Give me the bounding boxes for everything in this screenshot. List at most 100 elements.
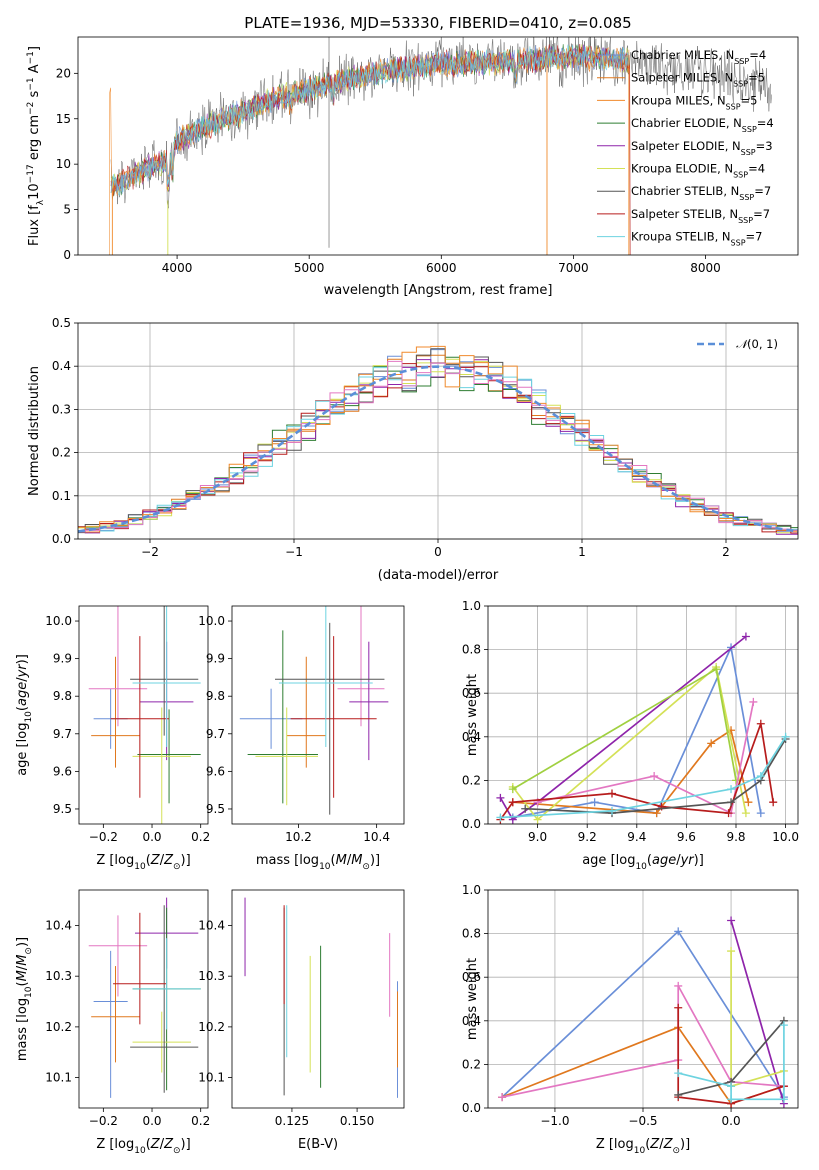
- histogram-series-10: [78, 360, 798, 533]
- y-axis-label: Flux [fλ10−17 erg cm−2 s−1 A−1]: [26, 46, 46, 246]
- errorbar-9: [132, 606, 201, 747]
- plot-content: [88, 897, 201, 1098]
- x-tick-label: 9.8: [726, 830, 745, 844]
- legend: Chabrier MILES, NSSP=4 Salpeter MILES, NS…: [597, 48, 774, 247]
- weight-marker: [498, 1093, 507, 1102]
- plot-content: [239, 606, 389, 815]
- weight-marker: [741, 809, 750, 818]
- spectrum-line-9: [110, 44, 630, 196]
- x-tick-label: 0: [434, 545, 442, 559]
- plot-area: [232, 890, 404, 1108]
- errorbar-7: [130, 606, 199, 736]
- weight-marker: [674, 1003, 683, 1012]
- y-tick-label: 10.2: [198, 1020, 225, 1034]
- plot-content: [109, 37, 772, 255]
- legend-label-8: Salpeter STELIB, NSSP=7: [631, 207, 770, 225]
- errorbar-6: [132, 707, 191, 824]
- errorbar-7: [130, 905, 199, 1093]
- panel-age_vs_mass: 10.2 10.4 9.5 9.6 9.7 9.8 9.9 10.0 mass [log10(M…: [198, 605, 405, 872]
- legend-label-7: Chabrier STELIB, NSSP=7: [631, 184, 771, 202]
- weight-marker: [608, 789, 616, 798]
- legend-label-9: Kroupa STELIB, NSSP=7: [631, 230, 762, 248]
- y-tick-label: 10.3: [198, 969, 225, 983]
- x-tick-label: 0.0: [142, 1114, 161, 1128]
- y-tick-label: 10.3: [45, 969, 72, 983]
- errorbar-5: [247, 630, 318, 804]
- x-tick-label: 4000: [162, 261, 193, 275]
- weight-marker: [727, 916, 736, 925]
- weight-marker: [732, 776, 740, 785]
- x-tick-label: 9.6: [677, 830, 696, 844]
- weight-marker: [727, 798, 736, 807]
- axes-frame: [487, 889, 799, 1109]
- x-tick-label: 0.150: [340, 1114, 374, 1128]
- y-tick-label: 10.4: [198, 918, 225, 932]
- y-tick-label: 10.0: [45, 614, 72, 628]
- y-tick-label: 9.5: [206, 802, 225, 816]
- errorbar-4: [349, 641, 389, 761]
- weight-marker: [674, 1090, 683, 1099]
- x-tick-label: 9.0: [528, 830, 547, 844]
- axis-label: mass [log10(M/M⊙)]: [15, 937, 34, 1061]
- y-tick-label: 10.1: [198, 1071, 225, 1085]
- y-tick-label: 9.9: [53, 652, 72, 666]
- y-tick-label: 0.5: [52, 316, 71, 330]
- x-tick-label: 8000: [690, 261, 721, 275]
- weight-marker: [652, 809, 661, 818]
- y-tick-label: 10.2: [45, 1020, 72, 1034]
- weight-marker: [521, 804, 530, 813]
- y-tick-label: 0.4: [462, 730, 481, 744]
- plot-content: [88, 606, 201, 824]
- errorbar-8: [113, 912, 167, 1025]
- y-tick-label: 9.7: [206, 727, 225, 741]
- errorbar-8: [290, 636, 377, 798]
- y-tick-label: 20: [56, 66, 71, 80]
- plot-content: [496, 632, 790, 824]
- plot-area: [232, 606, 404, 824]
- weight-marker: [496, 813, 505, 822]
- y-tick-label: 9.8: [53, 689, 72, 703]
- weight-marker: [712, 665, 721, 674]
- x-tick-label: 9.4: [627, 830, 646, 844]
- weight-marker: [727, 1095, 736, 1104]
- weight-marker: [779, 1095, 788, 1104]
- figure-title: PLATE=1936, MJD=53330, FIBERID=0410, z=0…: [244, 14, 631, 32]
- weight-marker: [741, 632, 750, 641]
- y-axis-label: Normed distribution: [27, 366, 42, 496]
- weight-marker: [756, 772, 765, 781]
- axes-frame: [487, 605, 799, 825]
- axis-label: Z [log10(Z/Z⊙)]: [96, 1137, 190, 1156]
- weight-marker: [674, 1069, 683, 1078]
- legend-label: 𝒩(0, 1): [736, 337, 778, 351]
- weight-marker: [674, 927, 683, 936]
- weight-marker: [756, 809, 765, 818]
- axis-label: E(B-V): [298, 1137, 338, 1152]
- x-tick-label: 2: [722, 545, 730, 559]
- x-tick-label: −1: [285, 545, 303, 559]
- errorbar-1: [93, 950, 128, 1098]
- y-axis-label: mass weight: [465, 674, 480, 756]
- weight-line-6: [677, 1007, 785, 1105]
- legend-label-5: Salpeter ELODIE, NSSP=3: [631, 139, 773, 157]
- y-tick-label: 0: [63, 248, 71, 262]
- weight-marker: [590, 798, 599, 807]
- x-tick-label: 0.2: [191, 830, 210, 844]
- errorbar-2: [286, 656, 326, 768]
- weight-marker: [650, 772, 659, 781]
- y-tick-label: 0.0: [462, 817, 481, 831]
- y-tick-label: 10.0: [198, 614, 225, 628]
- legend-label-2: Salpeter MILES, NSSP=5: [631, 71, 765, 89]
- errorbar-2: [91, 656, 140, 768]
- x-tick-label: −0.2: [89, 1114, 118, 1128]
- x-tick-label: 1: [578, 545, 586, 559]
- errorbar-2: [91, 966, 140, 1063]
- axes-frame: [78, 889, 209, 1109]
- errorbar-3: [88, 915, 148, 997]
- weight-marker: [744, 798, 753, 807]
- plot-content: [78, 345, 798, 535]
- panel-weight_vs_Z: −1.0 −0.5 0.0 0.0 0.2 0.4 0.6 0.8 1.0 Z [log10(Z/…: [462, 883, 799, 1156]
- x-tick-label: 10.0: [772, 830, 799, 844]
- axis-label: Z [log10(Z/Z⊙)]: [596, 1137, 690, 1156]
- y-tick-label: 0.8: [462, 927, 481, 941]
